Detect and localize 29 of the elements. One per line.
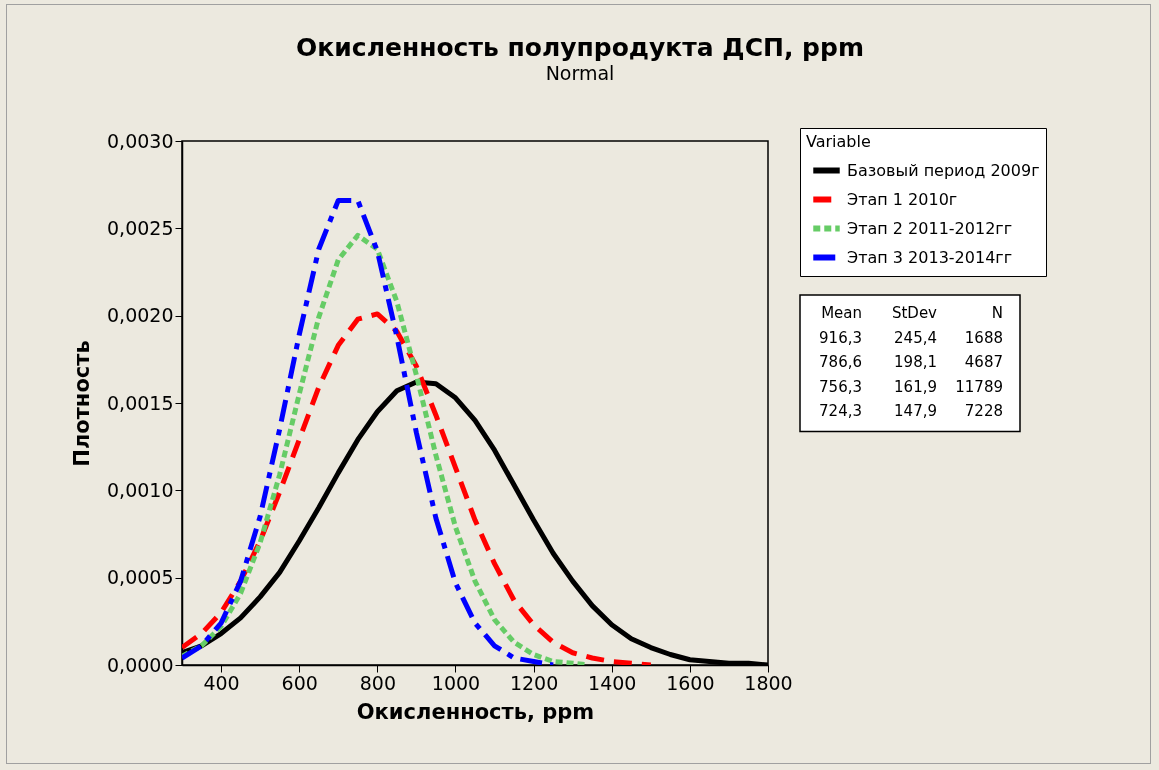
chart-subtitle: Normal (545, 61, 615, 84)
y-tick-label: 0,0025 (107, 216, 174, 239)
y-tick-label: 0,0005 (107, 566, 174, 589)
x-tick-label: 1000 (431, 671, 481, 694)
y-tick-label: 0,0030 (107, 129, 174, 152)
x-tick-label: 800 (359, 671, 396, 694)
legend-label: Базовый период 2009г (847, 160, 1040, 180)
text: 724,3 147,9 7228 (819, 402, 1003, 420)
x-tick-label: 1200 (509, 671, 559, 694)
legend-label: Этап 2 2011-2012гг (847, 218, 1013, 238)
legend-title: Variable (806, 132, 871, 151)
legend-label: Этап 3 2013-2014гг (847, 247, 1013, 267)
x-tick-label: 1800 (744, 671, 793, 694)
text: 916,3 245,4 1688 (819, 328, 1003, 347)
chart-title: Окисленность полупродукта ДСП, ppm (296, 32, 864, 62)
text: Mean StDev N (821, 304, 1003, 322)
x-tick-label: 400 (203, 671, 240, 694)
y-tick-label: 0,0000 (107, 653, 174, 676)
legend-label: Этап 1 2010г (847, 189, 958, 209)
y-tick-label: 0,0010 (107, 478, 174, 501)
y-tick-label: 0,0015 (107, 391, 174, 414)
y-axis-title: Плотность (70, 340, 95, 467)
x-tick-label: 600 (281, 671, 318, 694)
y-tick-label: 0,0020 (107, 304, 174, 327)
text: 786,6 198,1 4687 (819, 353, 1003, 371)
x-axis-title: Окисленность, ppm (356, 699, 595, 724)
x-tick-label: 1400 (588, 671, 637, 694)
x-tick-label: 1600 (666, 671, 715, 694)
text: 756,3 161,9 11789 (819, 377, 1003, 396)
